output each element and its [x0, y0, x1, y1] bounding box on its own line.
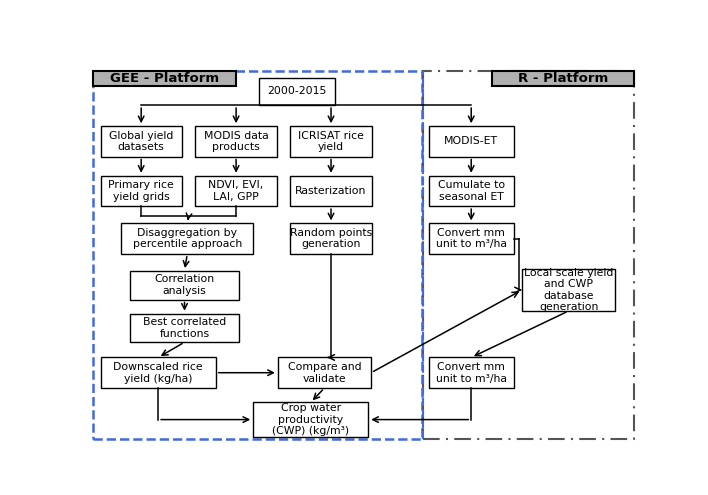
Text: Best correlated
functions: Best correlated functions: [143, 317, 226, 339]
FancyBboxPatch shape: [522, 269, 615, 311]
Text: Crop water
productivity
(CWP) (kg/m³): Crop water productivity (CWP) (kg/m³): [272, 403, 349, 436]
Text: Local scale yield
and CWP
database
generation: Local scale yield and CWP database gener…: [524, 268, 613, 312]
FancyBboxPatch shape: [93, 71, 236, 86]
FancyBboxPatch shape: [429, 176, 514, 206]
Text: Compare and
validate: Compare and validate: [287, 362, 361, 384]
Text: MODIS-ET: MODIS-ET: [444, 136, 498, 147]
Text: Rasterization: Rasterization: [295, 186, 367, 196]
FancyBboxPatch shape: [101, 357, 216, 388]
Text: Convert mm
unit to m³/ha: Convert mm unit to m³/ha: [435, 362, 507, 384]
FancyBboxPatch shape: [101, 126, 182, 156]
Text: Correlation
analysis: Correlation analysis: [154, 274, 215, 296]
FancyBboxPatch shape: [429, 223, 514, 254]
Text: Downscaled rice
yield (kg/ha): Downscaled rice yield (kg/ha): [113, 362, 203, 384]
FancyBboxPatch shape: [258, 78, 336, 105]
Text: MODIS data
products: MODIS data products: [204, 131, 268, 152]
Text: Convert mm
unit to m³/ha: Convert mm unit to m³/ha: [435, 228, 507, 249]
FancyBboxPatch shape: [290, 176, 372, 206]
FancyBboxPatch shape: [492, 71, 634, 86]
FancyBboxPatch shape: [122, 223, 253, 254]
FancyBboxPatch shape: [130, 314, 239, 342]
FancyBboxPatch shape: [130, 271, 239, 299]
Text: ICRISAT rice
yield: ICRISAT rice yield: [298, 131, 364, 152]
FancyBboxPatch shape: [195, 126, 277, 156]
FancyBboxPatch shape: [101, 176, 182, 206]
Text: Primary rice
yield grids: Primary rice yield grids: [108, 180, 174, 201]
FancyBboxPatch shape: [278, 357, 371, 388]
FancyBboxPatch shape: [290, 126, 372, 156]
FancyBboxPatch shape: [290, 223, 372, 254]
FancyBboxPatch shape: [429, 357, 514, 388]
Text: R - Platform: R - Platform: [518, 72, 608, 85]
Text: Random points
generation: Random points generation: [290, 228, 372, 249]
Text: Disaggregation by
percentile approach: Disaggregation by percentile approach: [132, 228, 242, 249]
Text: GEE - Platform: GEE - Platform: [110, 72, 219, 85]
Text: Cumulate to
seasonal ET: Cumulate to seasonal ET: [438, 180, 505, 201]
Text: Global yield
datasets: Global yield datasets: [109, 131, 173, 152]
FancyBboxPatch shape: [195, 176, 277, 206]
FancyBboxPatch shape: [429, 126, 514, 156]
FancyBboxPatch shape: [253, 402, 368, 437]
Text: 2000-2015: 2000-2015: [268, 87, 326, 97]
Text: NDVI, EVI,
LAI, GPP: NDVI, EVI, LAI, GPP: [208, 180, 263, 201]
